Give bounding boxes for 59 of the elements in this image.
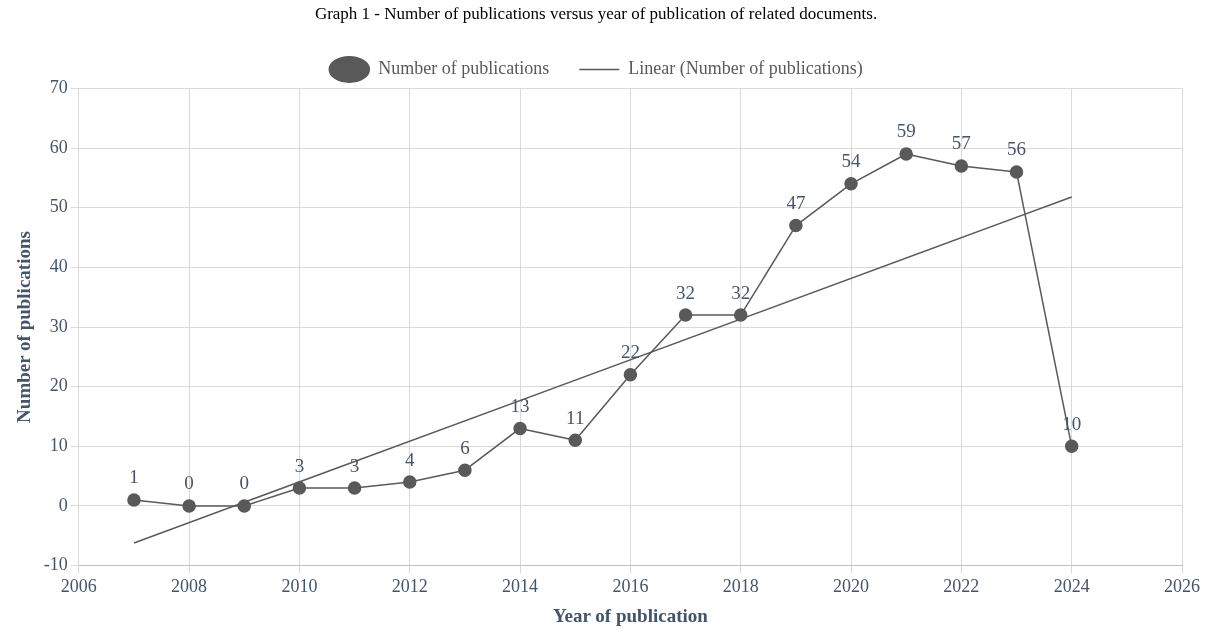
point: [182, 499, 196, 513]
x-tick-label: 2010: [281, 576, 318, 597]
point: [678, 308, 693, 322]
data-label: 47: [786, 192, 806, 214]
y-tick-label: 0: [58, 494, 68, 515]
data-label: 11: [566, 406, 585, 428]
x-tick-label: 2016: [612, 576, 649, 597]
point: [347, 481, 362, 495]
data-label: 3: [294, 454, 305, 476]
point: [899, 147, 913, 161]
data-label: 59: [896, 120, 916, 142]
data-label: 32: [676, 281, 696, 303]
y-tick-label: 10: [49, 435, 68, 456]
data-label: 0: [184, 472, 194, 494]
point: [1009, 165, 1024, 179]
point: [568, 433, 582, 448]
y-axis-title: Number of publications: [13, 231, 35, 423]
legend-label: Linear (Number of publications): [628, 58, 863, 80]
chart-title: Graph 1 - Number of publications versus year of publication of related documents.: [314, 3, 878, 23]
x-tick-label: 2024: [1053, 576, 1090, 597]
data-label: 6: [460, 436, 470, 458]
point: [623, 367, 638, 382]
y-tick-label: 60: [49, 136, 68, 157]
x-tick-label: 2026: [1164, 576, 1200, 597]
data-label: 4: [405, 448, 416, 470]
data-label: 54: [841, 150, 862, 172]
point: [127, 493, 141, 507]
y-tick-label: 20: [49, 375, 68, 396]
data-label: 22: [620, 341, 640, 363]
data-label: 57: [951, 132, 971, 154]
x-tick-label: 2018: [722, 576, 759, 597]
point: [403, 475, 417, 489]
x-tick-label: 2008: [171, 576, 208, 597]
point: [954, 159, 969, 173]
y-tick-label: 70: [49, 77, 68, 98]
y-tick-label: 50: [49, 196, 68, 217]
x-tick-label: 2014: [502, 576, 539, 597]
data-label: 0: [239, 472, 250, 494]
x-tick-label: 2022: [943, 576, 980, 597]
data-label: 32: [731, 281, 751, 303]
point: [1064, 439, 1079, 454]
point: [844, 177, 858, 191]
y-tick-label: -10: [43, 554, 68, 575]
point: [292, 481, 307, 495]
point: [513, 421, 527, 436]
x-tick-label: 2020: [833, 576, 870, 597]
point: [733, 308, 748, 322]
data-label: 1: [129, 466, 139, 488]
x-tick-label: 2012: [391, 576, 428, 597]
y-tick-label: 30: [49, 315, 68, 336]
data-label: 56: [1007, 138, 1027, 160]
point: [458, 463, 472, 477]
point: [789, 218, 803, 233]
y-tick-label: 40: [49, 256, 68, 277]
point: [237, 499, 252, 513]
x-axis-title: Year of publication: [552, 604, 709, 626]
legend-label: Number of publications: [378, 58, 550, 79]
x-tick-label: 2006: [60, 576, 97, 597]
data-label: 13: [510, 394, 530, 416]
